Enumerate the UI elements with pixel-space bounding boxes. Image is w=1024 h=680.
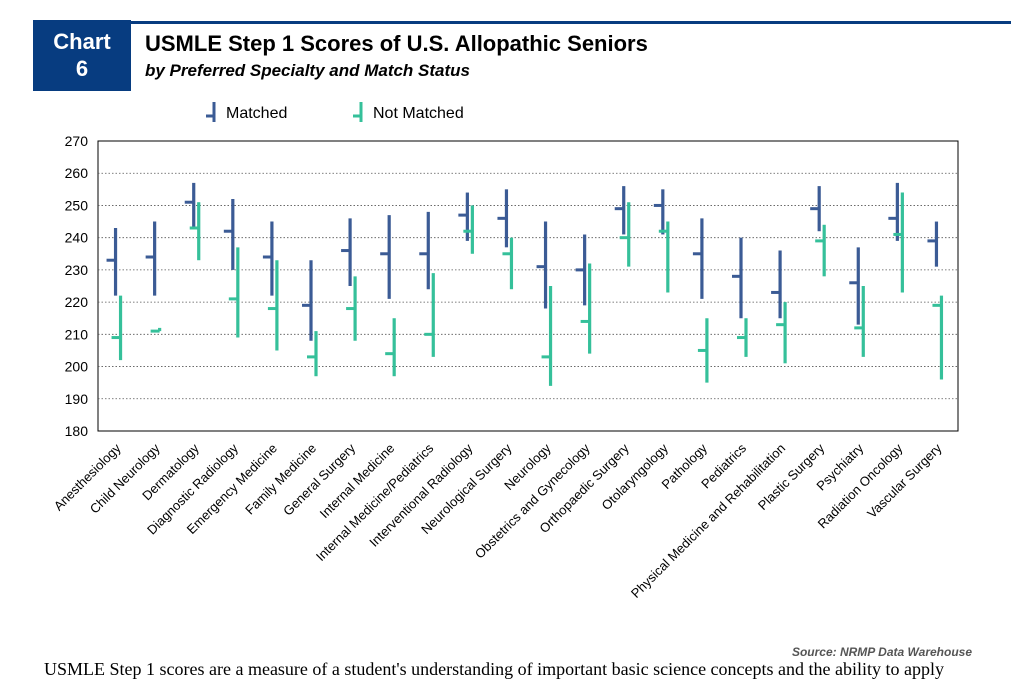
body-text: USMLE Step 1 scores are a measure of a s… (44, 659, 944, 679)
y-tick-label: 220 (65, 294, 89, 310)
legend-label-matched: Matched (226, 105, 287, 122)
badge-label: Chart (53, 29, 111, 54)
y-tick-label: 250 (65, 197, 89, 213)
y-tick-label: 210 (65, 326, 89, 342)
chart-title: USMLE Step 1 Scores of U.S. Allopathic S… (145, 31, 648, 56)
chart-subtitle: by Preferred Specialty and Match Status (145, 61, 470, 80)
x-tick-label: Child Neurology (87, 440, 163, 516)
y-tick-label: 230 (65, 262, 89, 278)
plot-area (97, 140, 959, 432)
legend-label-not-matched: Not Matched (373, 105, 464, 122)
x-tick-label: Vascular Surgery (864, 440, 945, 521)
badge-number: 6 (75, 56, 89, 81)
y-tick-label: 190 (65, 391, 89, 407)
x-tick-label: Anesthesiology (51, 440, 124, 513)
y-tick-label: 260 (65, 165, 89, 181)
y-tick-label: 180 (65, 423, 89, 439)
y-tick-label: 200 (65, 359, 89, 375)
x-tick-label: Family Medicine (242, 441, 319, 518)
y-tick-label: 240 (65, 230, 89, 246)
y-tick-label: 270 (65, 133, 89, 149)
source-note: Source: NRMP Data Warehouse (791, 645, 972, 659)
range-chart: 180 190 200 210 220 230 240 250 260 270 Matched Not… (51, 102, 959, 601)
chart-number-badge: Chart 6 (33, 20, 131, 91)
header-rule (131, 21, 1011, 24)
